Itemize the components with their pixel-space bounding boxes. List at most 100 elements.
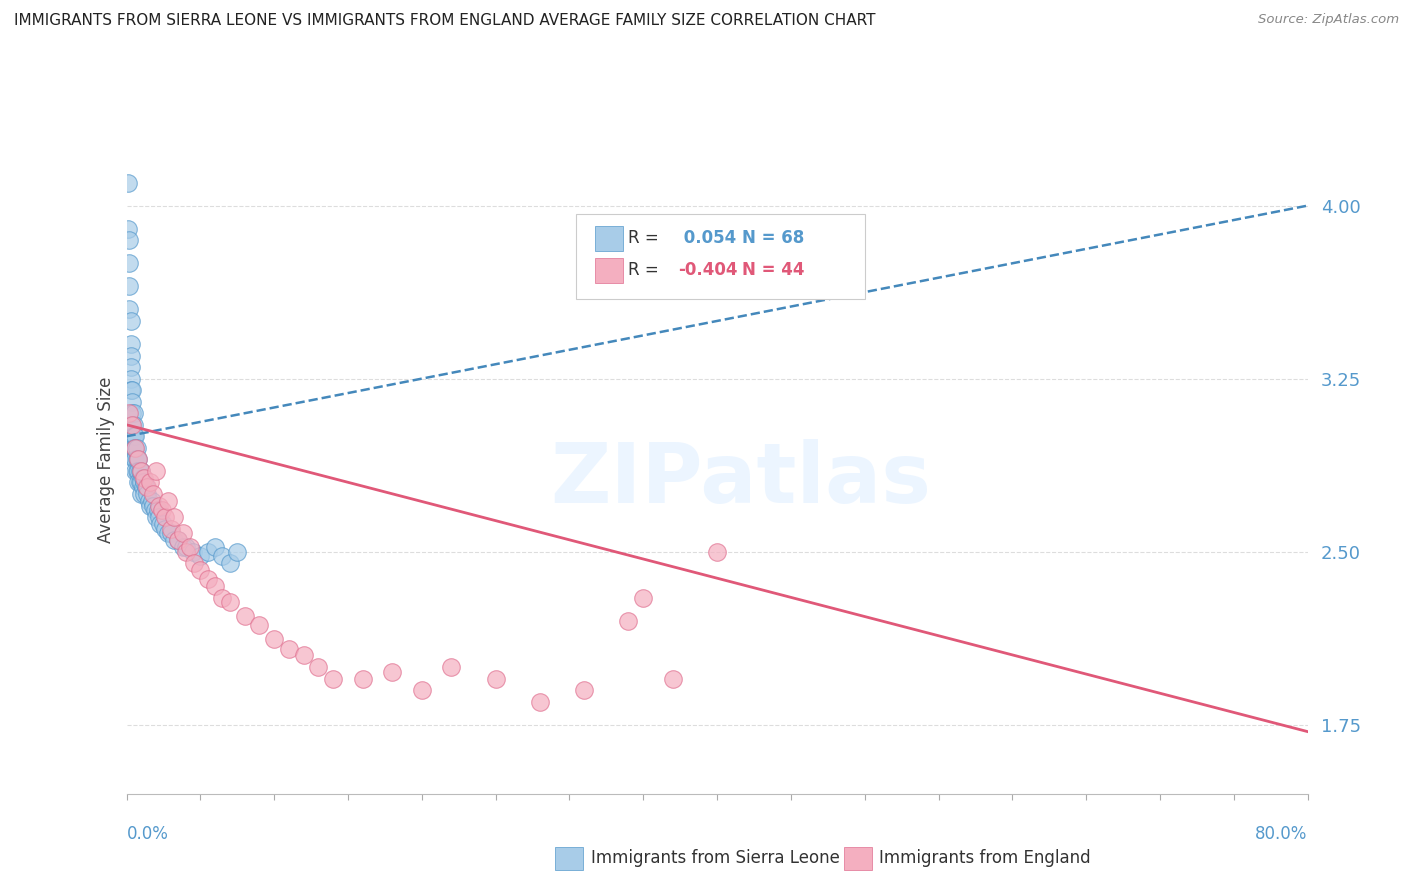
Point — [197, 544, 219, 558]
Text: Immigrants from England: Immigrants from England — [879, 849, 1091, 867]
Point — [134, 475, 156, 490]
Point — [211, 591, 233, 605]
Point — [125, 464, 148, 478]
Text: R =: R = — [628, 229, 665, 247]
Point — [120, 360, 142, 375]
Point — [124, 464, 146, 478]
Point — [120, 314, 142, 328]
Point — [127, 464, 149, 478]
Point — [120, 337, 142, 351]
Point — [307, 660, 329, 674]
Point — [148, 499, 170, 513]
Point — [122, 406, 145, 420]
Point — [156, 494, 179, 508]
Point — [139, 475, 162, 490]
Point — [146, 503, 169, 517]
Point — [121, 429, 143, 443]
Point — [181, 544, 204, 558]
Point — [122, 429, 145, 443]
Point — [128, 475, 150, 490]
Point — [139, 499, 162, 513]
Point — [141, 494, 163, 508]
Point — [153, 522, 176, 536]
Point — [233, 609, 256, 624]
Point — [117, 221, 139, 235]
Point — [118, 406, 141, 420]
Point — [127, 452, 149, 467]
Point — [204, 540, 226, 554]
Text: N = 68: N = 68 — [742, 229, 804, 247]
Text: 0.0%: 0.0% — [127, 825, 169, 843]
Point — [706, 544, 728, 558]
Point — [132, 471, 155, 485]
Point — [118, 256, 141, 270]
Point — [122, 452, 145, 467]
Point — [278, 641, 301, 656]
Point — [142, 487, 165, 501]
Point — [292, 648, 315, 663]
Point — [132, 480, 155, 494]
Point — [124, 441, 146, 455]
Point — [172, 540, 194, 554]
Point — [219, 556, 242, 570]
Point — [136, 480, 159, 494]
Point — [574, 683, 596, 698]
Point — [129, 487, 153, 501]
Point — [156, 526, 179, 541]
Point — [122, 417, 145, 432]
Point — [172, 526, 194, 541]
Point — [121, 441, 143, 455]
Point — [138, 494, 160, 508]
Point — [440, 660, 463, 674]
Point — [120, 371, 142, 385]
Point — [411, 683, 433, 698]
Point — [124, 429, 146, 443]
Point — [124, 441, 146, 455]
Point — [120, 349, 142, 363]
Point — [118, 279, 141, 293]
Point — [247, 618, 270, 632]
Point — [211, 549, 233, 564]
Point — [127, 452, 149, 467]
Point — [135, 480, 157, 494]
Text: R =: R = — [628, 261, 665, 279]
Point — [188, 563, 211, 577]
Point — [159, 522, 183, 536]
Point — [179, 540, 201, 554]
Point — [263, 632, 285, 647]
Text: N = 44: N = 44 — [742, 261, 804, 279]
Point — [152, 516, 174, 531]
Point — [617, 614, 640, 628]
Point — [122, 441, 145, 455]
Point — [167, 533, 190, 548]
Point — [174, 540, 197, 554]
Point — [127, 475, 149, 490]
Point — [145, 464, 167, 478]
Point — [183, 556, 205, 570]
Point — [121, 383, 143, 397]
Point — [153, 510, 176, 524]
Point — [163, 510, 186, 524]
Point — [117, 176, 139, 190]
Point — [188, 549, 211, 564]
Text: 0.054: 0.054 — [678, 229, 735, 247]
Point — [143, 503, 166, 517]
Point — [352, 672, 374, 686]
Point — [197, 572, 219, 586]
Text: ZIPatlas: ZIPatlas — [550, 439, 931, 520]
Point — [129, 464, 153, 478]
Point — [121, 394, 143, 409]
Point — [125, 441, 148, 455]
Point — [118, 302, 141, 317]
Text: 80.0%: 80.0% — [1256, 825, 1308, 843]
Text: Immigrants from Sierra Leone: Immigrants from Sierra Leone — [591, 849, 839, 867]
Point — [148, 510, 170, 524]
Text: Source: ZipAtlas.com: Source: ZipAtlas.com — [1258, 13, 1399, 27]
Point — [484, 672, 508, 686]
Point — [120, 383, 142, 397]
Point — [129, 475, 153, 490]
Point — [128, 464, 150, 478]
Point — [136, 487, 159, 501]
Point — [125, 452, 148, 467]
Point — [174, 544, 197, 558]
